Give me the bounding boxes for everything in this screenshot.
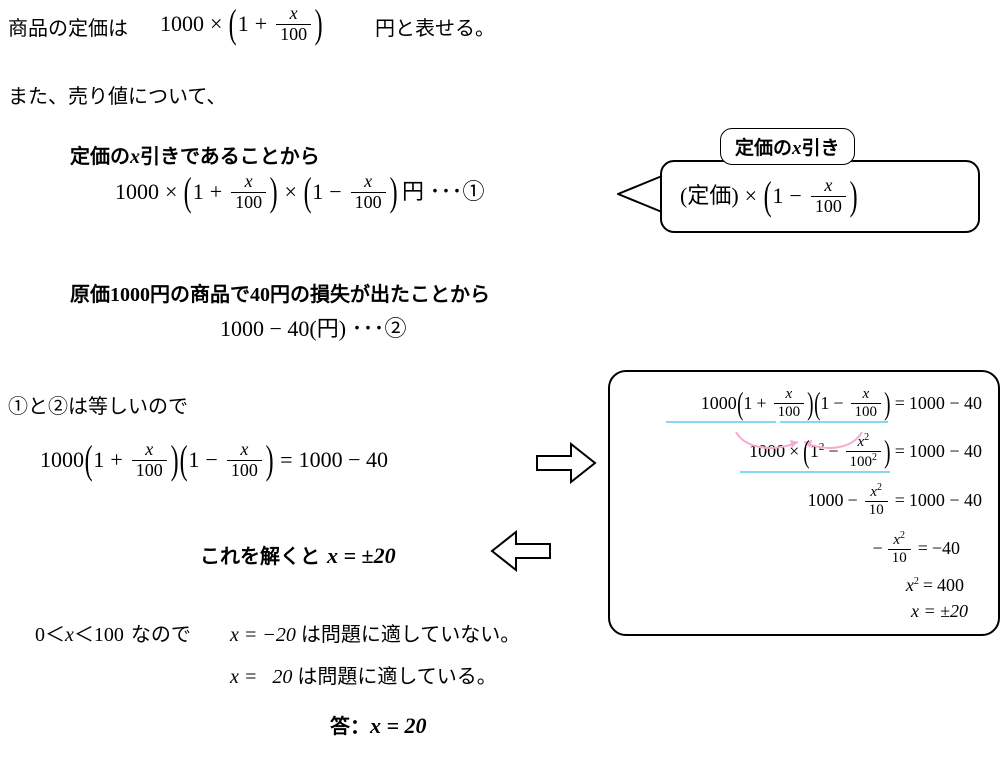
page-root: 商品の定価は 1000 × ( 1 + x 100 ) 円と表せる。 また、売り…: [0, 0, 1000, 782]
line1-pre: 商品の定価は: [8, 12, 128, 41]
solve-line: これを解くと x = ±20: [200, 540, 396, 569]
num-1: 1: [238, 13, 249, 35]
line1-post: 円と表せる。: [375, 12, 495, 41]
cond-pos: x = 20 は問題に適している。: [230, 660, 497, 689]
main-equation: 1000 ( 1 + x 100 ) ( 1 − x 100 ) = 1000 …: [40, 440, 388, 481]
frac-x-100: x 100: [276, 4, 311, 45]
work-line-5: x2 = 400: [626, 576, 982, 594]
line1-formula: 1000 × ( 1 + x 100 ): [160, 4, 324, 45]
work-line-4: − x2 10 = −40: [626, 530, 982, 566]
work-line-6: x = ±20: [626, 602, 982, 620]
blue-underline-1: [626, 420, 982, 426]
work-box: 1000 ( 1 + x 100 ) ( 1 − x 100 ) = 1000 …: [608, 370, 1000, 636]
work-line-3: 1000 − x2 10 = 1000 − 40: [626, 482, 982, 518]
num-1000: 1000: [160, 13, 204, 35]
block1-heading-post: 引きであることから: [140, 146, 320, 168]
callout-body: (定価) × ( 1 − x 100 ): [680, 176, 858, 217]
cond-neg: x = −20 は問題に適していない。: [230, 618, 520, 647]
callout-pointer: [610, 170, 664, 218]
work-line-2: 1000 × ( 12 − x2 1002 ) = 1000 − 40: [626, 432, 982, 470]
callout-box: (定価) × ( 1 − x 100 ): [660, 160, 980, 233]
solve-eq: x = ±20: [327, 543, 396, 568]
blue-underline-2: [626, 470, 982, 476]
block1-heading-x: x: [130, 146, 140, 168]
equation-2: 1000 − 40(円) ･･･②: [220, 318, 407, 340]
var-x: x: [290, 3, 298, 23]
answer: 答：x = 20: [330, 710, 427, 739]
solve-pre: これを解くと: [200, 546, 320, 568]
arrow-left-icon: [490, 530, 552, 572]
block3-heading: ①と②は等しいので: [8, 390, 188, 419]
block2-heading: 原価1000円の商品で40円の損失が出たことから: [70, 278, 490, 307]
eq1-tail: 円 ･･･①: [402, 181, 485, 203]
arrow-right-icon: [535, 442, 597, 484]
callout-title: 定価のx引き: [720, 128, 855, 165]
num-100: 100: [280, 24, 307, 44]
block1-heading: 定価のx引きであることから: [70, 140, 320, 169]
work-line-1: 1000 ( 1 + x 100 ) ( 1 − x 100 ) = 1000 …: [626, 386, 982, 420]
line2: また、売り値について、: [8, 80, 226, 109]
equation-1: 1000 × ( 1 + x 100 ) × ( 1 − x 100 ) 円 ･…: [115, 172, 485, 213]
callout-body-pre: (定価): [680, 185, 739, 207]
block1-heading-pre: 定価の: [70, 146, 130, 168]
cond-range: 0＜x＜100 0＜x＜100 なので なので: [35, 618, 191, 647]
